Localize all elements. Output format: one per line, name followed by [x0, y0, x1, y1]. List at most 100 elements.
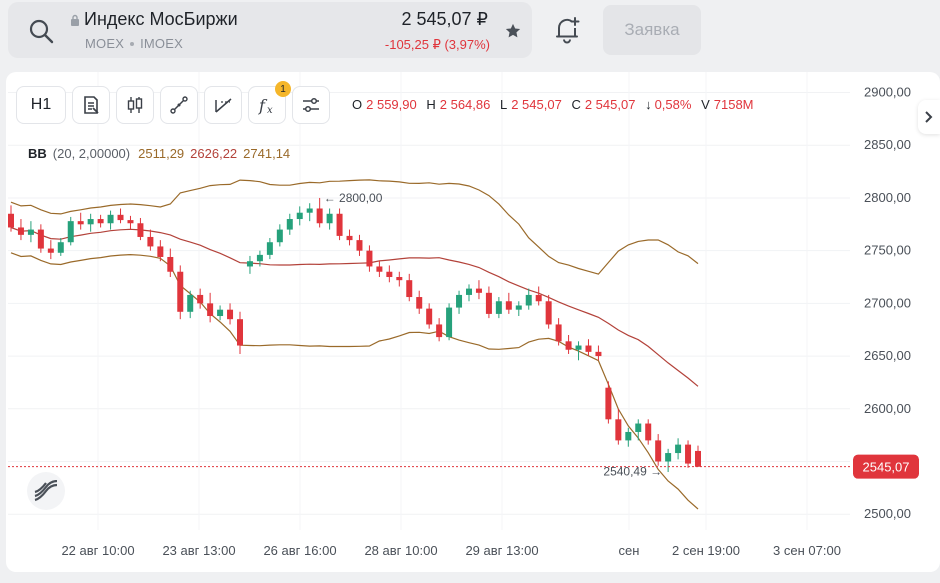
candle [47, 240, 54, 260]
candle-body [585, 345, 592, 352]
candle [426, 303, 433, 329]
high-label: H [426, 97, 436, 112]
candle-body [336, 213, 343, 236]
candle-body [47, 248, 54, 253]
candle [535, 286, 542, 306]
candle-body [475, 288, 482, 293]
candle [8, 205, 14, 232]
candle-body [495, 301, 502, 314]
candle [386, 265, 393, 283]
waves-logo-icon [34, 480, 58, 502]
candle-body [97, 219, 104, 224]
chart-logo [27, 472, 65, 510]
candle [665, 448, 672, 473]
star-icon[interactable] [504, 22, 522, 40]
candle-body [366, 250, 373, 267]
time-tick-label: сен [619, 543, 640, 558]
time-tick-label: 22 авг 10:00 [61, 543, 134, 558]
close-value: 2 545,07 [584, 97, 636, 112]
candle-body [665, 453, 672, 462]
candle-body [535, 294, 542, 302]
draw-line-button[interactable] [160, 86, 198, 124]
candle-body [67, 221, 74, 243]
scroll-right-button[interactable] [918, 100, 940, 134]
chart-toolbar: H1 f x 1 [16, 81, 330, 124]
change-percent: 0,58% [654, 97, 692, 112]
candle [675, 438, 682, 460]
max-price-annotation: ← 2800,00 [324, 191, 383, 205]
candle [495, 297, 502, 319]
search-icon[interactable] [28, 18, 54, 44]
settings-button[interactable] [292, 86, 330, 124]
candle-body [645, 423, 652, 441]
settings-icon [303, 97, 319, 113]
candle-body [605, 387, 612, 420]
candle [655, 434, 662, 466]
price-tick-label: 2500,00 [864, 506, 911, 521]
candle [306, 203, 313, 222]
candle [505, 292, 512, 314]
candle [326, 208, 333, 230]
candle [147, 229, 154, 251]
candle-body [217, 309, 224, 317]
order-button[interactable]: Заявка [603, 5, 701, 55]
candle [336, 208, 343, 241]
candle-body [595, 351, 602, 357]
candles [8, 197, 701, 473]
candle-body [117, 214, 124, 221]
time-tick-label: 2 сен 19:00 [672, 543, 740, 558]
price-tick-label: 2900,00 [864, 85, 911, 100]
candle [316, 197, 323, 228]
candle-body [416, 297, 423, 309]
candle-body [147, 236, 154, 247]
low-value: 2 545,07 [511, 97, 562, 112]
candle [237, 311, 243, 354]
candle-body [57, 242, 64, 253]
candle-body [625, 431, 632, 441]
candle-body [87, 219, 94, 225]
min-price-annotation: 2540,49 → [603, 465, 662, 479]
candle [515, 301, 522, 317]
candle [246, 255, 253, 274]
svg-text:f: f [258, 96, 268, 115]
indicators-button[interactable]: f x 1 [248, 81, 291, 124]
candle [595, 345, 602, 361]
candle [57, 238, 64, 256]
candle-body [565, 341, 572, 350]
bell-plus-icon[interactable] [554, 16, 580, 44]
candle [296, 206, 303, 226]
bollinger-legend[interactable]: BB (20, 2,00000) 2511,29 2626,22 2741,14 [28, 146, 296, 161]
candle-body [615, 419, 622, 441]
candle [87, 213, 94, 232]
candles-button[interactable] [116, 86, 154, 124]
candle [376, 261, 383, 278]
candle [525, 288, 532, 310]
chart-type-button[interactable] [72, 86, 110, 124]
candle-body [246, 261, 253, 267]
instrument-codes: MOEX IMOEX [85, 36, 183, 51]
candle [157, 240, 164, 262]
candle [256, 250, 263, 267]
candle-body [167, 256, 174, 272]
candle-body [376, 266, 383, 272]
grid [8, 72, 850, 530]
candle [266, 238, 273, 260]
candle-body [545, 301, 552, 325]
candle-body [8, 213, 14, 228]
candle [485, 286, 492, 319]
candle-body [635, 423, 642, 432]
timeframe-button[interactable]: H1 [16, 86, 66, 124]
candle [565, 334, 572, 354]
bb-upper-line [10, 179, 699, 275]
candle-body [77, 221, 84, 225]
candle-body [306, 208, 313, 213]
chart-panel[interactable] [6, 72, 940, 572]
candle [137, 217, 144, 241]
draw-ray-button[interactable] [204, 86, 242, 124]
candle-body [436, 324, 443, 338]
indicators-icon: f x [258, 96, 273, 116]
ticker-card[interactable]: Индекс МосБиржи MOEX IMOEX 2 545,07 ₽ -10… [8, 2, 532, 58]
candle [356, 234, 363, 256]
candle [227, 303, 234, 325]
